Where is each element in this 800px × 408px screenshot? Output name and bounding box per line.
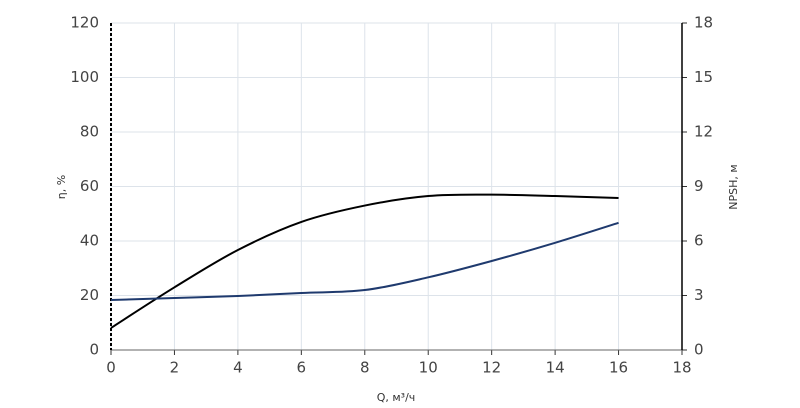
- y-tick-label: 40: [80, 232, 99, 250]
- x-tick-label: 12: [482, 359, 501, 377]
- y-tick-label: 60: [80, 177, 99, 195]
- y-tick-label: 0: [89, 341, 99, 359]
- line: [110, 221, 619, 302]
- x-tick-label: 6: [297, 359, 307, 377]
- y2-tick-label: 18: [694, 14, 713, 32]
- y-tick-label: 80: [80, 123, 99, 141]
- x-tick-label: 0: [106, 359, 116, 377]
- y-axis-title: η, %: [55, 175, 68, 199]
- x-tick-label: 10: [419, 359, 438, 377]
- x-tick-label: 14: [546, 359, 565, 377]
- y-tick-label: 120: [70, 14, 99, 32]
- y2-axis-title: NPSH, м: [727, 164, 740, 209]
- y2-tick-label: 3: [694, 286, 704, 304]
- y2-tick-label: 9: [694, 177, 704, 195]
- x-tick-label: 18: [672, 359, 691, 377]
- y-tick-label: 100: [70, 68, 99, 86]
- x-tick-label: 8: [360, 359, 370, 377]
- y2-tick-label: 6: [694, 232, 704, 250]
- x-tick-label: 16: [609, 359, 628, 377]
- x-axis-title: Q, м³/ч: [377, 391, 416, 404]
- y2-tick-label: 12: [694, 123, 713, 141]
- line: [110, 193, 619, 329]
- x-tick-label: 2: [170, 359, 180, 377]
- y-tick-label: 20: [80, 286, 99, 304]
- x-tick-label: 4: [233, 359, 243, 377]
- y2-tick-label: 0: [694, 341, 704, 359]
- y2-tick-label: 15: [694, 68, 713, 86]
